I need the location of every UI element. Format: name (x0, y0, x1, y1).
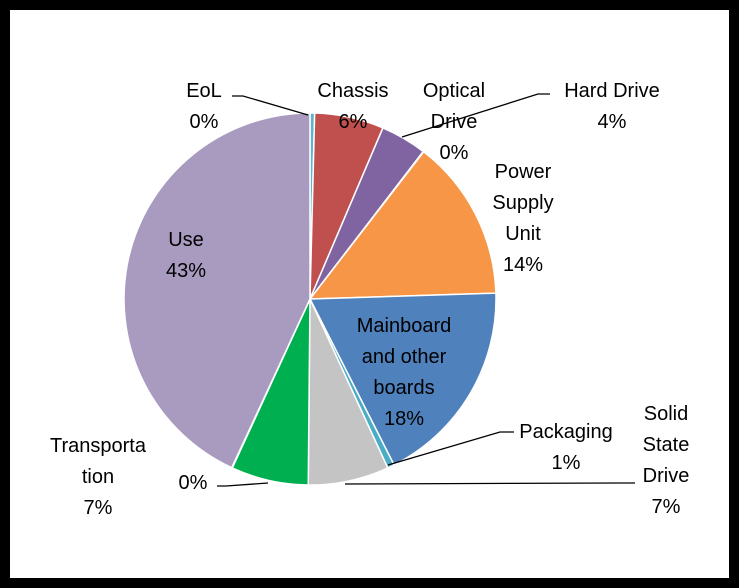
data-label-hard-drive: Hard Drive 4% (564, 80, 660, 133)
data-label-line: boards (373, 377, 434, 399)
data-label-mainboard-and-other-boards: Mainboard and other boards 18% (357, 315, 452, 430)
data-label-optical-drive: Optical Drive 0% (423, 80, 485, 164)
data-label-line: Drive (431, 111, 478, 133)
data-label-solid-state-drive: Solid State Drive 7% (643, 403, 690, 518)
data-label-line: tion (82, 466, 114, 488)
leader-line-hard-drive (401, 93, 550, 138)
data-label-line: Supply (492, 192, 553, 214)
data-label-line: Hard Drive (564, 80, 660, 102)
data-label-line: Chassis (317, 80, 388, 102)
pie-slices (123, 112, 497, 486)
data-label-line: and other (362, 346, 447, 368)
data-label-line: 7% (84, 497, 113, 519)
data-label-line: State (643, 434, 690, 456)
data-label-line: Power (495, 161, 552, 183)
data-label-line: 14% (503, 254, 543, 276)
leader-line-unlabeled-small (217, 482, 269, 487)
data-label-line: 6% (339, 111, 368, 133)
slice-labels: EoL 0% Chassis 6% Hard Drive 4% Optical Drive 0%… (50, 80, 689, 519)
data-label-line: 0% (440, 142, 469, 164)
data-label-line: 18% (384, 408, 424, 430)
data-label-eol: EoL 0% (186, 80, 222, 133)
data-label-line: Optical (423, 80, 485, 102)
data-label-line: Use (168, 229, 204, 251)
data-label-transportation: Transporta tion 7% (50, 435, 147, 519)
data-label-line: Unit (505, 223, 541, 245)
data-label-line: 4% (598, 111, 627, 133)
data-label-line: Solid (644, 403, 688, 425)
data-label-packaging: Packaging 1% (519, 421, 612, 474)
data-label-use: Use 43% (166, 229, 206, 282)
data-label-line: Packaging (519, 421, 612, 443)
leader-line-packaging (387, 431, 514, 466)
leader-line-solid-state-drive (344, 482, 635, 485)
data-label-power-supply-unit: Power Supply Unit 14% (492, 161, 553, 276)
data-label-line: EoL (186, 80, 222, 102)
data-label-line: 0% (190, 111, 219, 133)
data-label-line: 7% (652, 496, 681, 518)
data-label-line: Transporta (50, 435, 147, 457)
data-label-chassis: Chassis 6% (317, 80, 388, 133)
leader-line-eol (232, 95, 309, 116)
data-label-line: 0% (179, 472, 208, 494)
data-label-line: Mainboard (357, 315, 452, 337)
pie-slice-mainboard-and-other-boards (308, 292, 497, 466)
data-label-line: 43% (166, 260, 206, 282)
data-label-unlabeled-small: 0% (179, 472, 208, 494)
pie-slice-use (123, 112, 311, 469)
data-label-line: Drive (643, 465, 690, 487)
data-label-line: 1% (552, 452, 581, 474)
leader-lines (217, 93, 635, 487)
pie-slice-power-supply-unit (308, 150, 497, 300)
